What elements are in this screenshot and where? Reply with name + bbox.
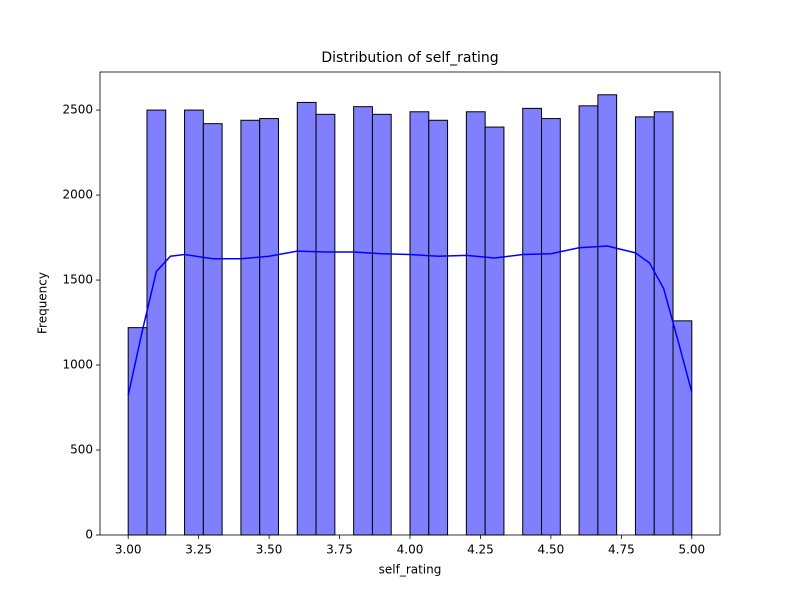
bar bbox=[672, 320, 693, 536]
x-tick-label: 4.50 bbox=[538, 543, 565, 557]
y-axis-label: Frequency bbox=[36, 272, 50, 334]
bar bbox=[184, 109, 204, 536]
y-tick-label: 2500 bbox=[62, 103, 93, 117]
y-tick-label: 500 bbox=[70, 443, 93, 457]
bar bbox=[653, 111, 674, 536]
bar bbox=[296, 101, 317, 536]
bar bbox=[541, 118, 561, 536]
y-tick-label: 1000 bbox=[62, 358, 93, 372]
x-tick-label: 3.00 bbox=[115, 543, 142, 557]
chart-title: Distribution of self_rating bbox=[321, 50, 498, 66]
bar bbox=[202, 123, 223, 536]
bar bbox=[634, 116, 655, 536]
x-tick-label: 4.00 bbox=[397, 543, 424, 557]
x-tick-label: 3.50 bbox=[256, 543, 283, 557]
bar bbox=[259, 118, 279, 536]
bar bbox=[127, 327, 148, 536]
y-tick-label: 0 bbox=[85, 528, 93, 542]
bar bbox=[484, 126, 505, 536]
bar bbox=[428, 119, 449, 536]
x-tick-label: 4.25 bbox=[467, 543, 494, 557]
bar bbox=[465, 111, 486, 536]
bar bbox=[597, 94, 618, 536]
x-tick-label: 3.75 bbox=[326, 543, 353, 557]
bar bbox=[409, 111, 430, 536]
kde-line bbox=[127, 245, 693, 396]
bar bbox=[578, 105, 599, 536]
bar bbox=[353, 106, 373, 536]
x-tick-label: 5.00 bbox=[678, 543, 705, 557]
y-tick-label: 1500 bbox=[62, 273, 93, 287]
bar bbox=[240, 119, 261, 536]
bar bbox=[315, 113, 336, 536]
x-axis-label: self_rating bbox=[379, 563, 442, 577]
x-tick-label: 4.75 bbox=[608, 543, 635, 557]
bar bbox=[146, 109, 167, 536]
bar bbox=[522, 107, 543, 536]
y-tick-label: 2000 bbox=[62, 188, 93, 202]
bar bbox=[371, 113, 392, 536]
x-tick-label: 3.25 bbox=[185, 543, 212, 557]
